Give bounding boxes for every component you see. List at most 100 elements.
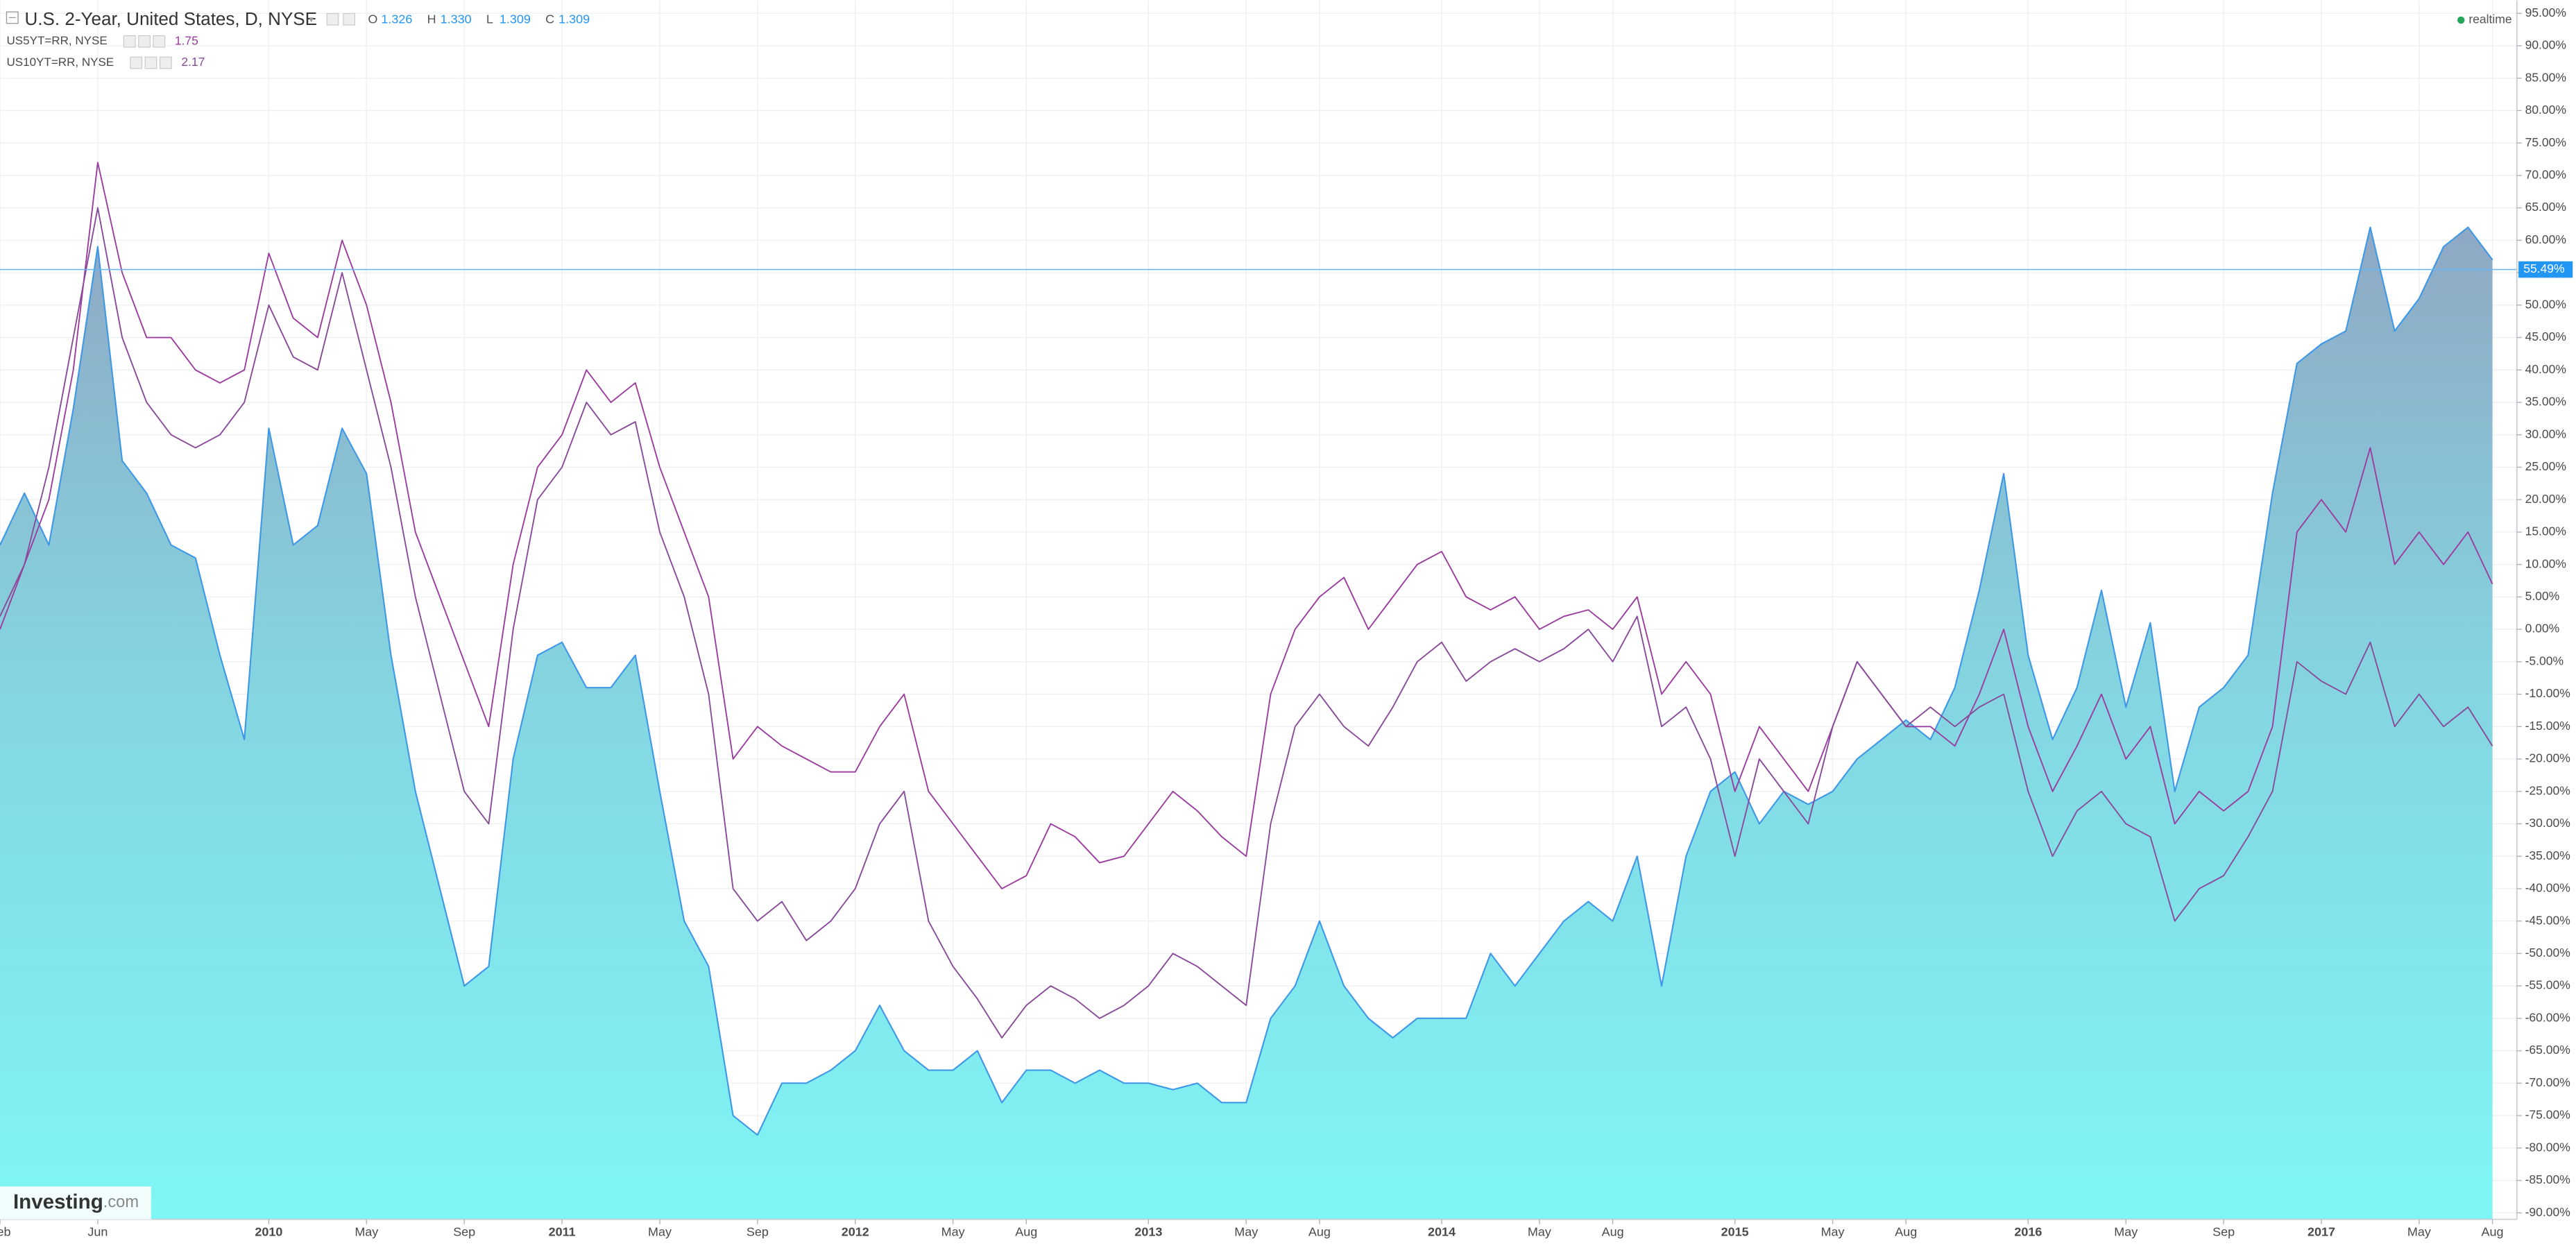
- watermark: Investing.com: [13, 1190, 139, 1213]
- legend-name: US5YT=RR, NYSE: [6, 34, 107, 47]
- y-tick-label: 20.00%: [2525, 492, 2566, 506]
- series-line: [0, 207, 2493, 1039]
- y-tick-label: 70.00%: [2525, 168, 2566, 182]
- y-tick-label: -50.00%: [2525, 946, 2570, 959]
- x-tick-label: 2010: [255, 1224, 282, 1238]
- x-tick-label: Feb: [0, 1224, 10, 1238]
- x-tick-label: May: [941, 1224, 965, 1238]
- x-tick-label: Sep: [453, 1224, 475, 1238]
- x-tick-label: 2016: [2014, 1224, 2042, 1238]
- icon-button: [138, 35, 151, 48]
- x-tick-label: 2012: [842, 1224, 869, 1238]
- y-tick-label: -55.00%: [2525, 978, 2570, 992]
- x-tick-label: May: [2407, 1224, 2431, 1238]
- x-tick-label: 2014: [1428, 1224, 1456, 1238]
- x-tick-label: May: [1234, 1224, 1258, 1238]
- compare-legend: US5YT=RR, NYSE 1.75 US10YT=RR, NYSE 2.17: [6, 33, 205, 69]
- x-tick-label: May: [648, 1224, 672, 1238]
- x-tick-label: Aug: [1015, 1224, 1037, 1238]
- icon-button[interactable]: [326, 12, 339, 26]
- legend-last: 2.17: [181, 55, 205, 69]
- x-tick-label: Aug: [1602, 1224, 1624, 1238]
- status-dot: [2457, 16, 2465, 24]
- y-tick-label: -10.00%: [2525, 686, 2570, 700]
- y-tick-label: -80.00%: [2525, 1140, 2570, 1154]
- y-tick-label: -20.00%: [2525, 751, 2570, 765]
- watermark-brand: Investing: [13, 1190, 103, 1213]
- y-tick-label: -15.00%: [2525, 719, 2570, 733]
- icon-button: [130, 56, 143, 69]
- y-tick-label: -30.00%: [2525, 816, 2570, 830]
- y-tick-label: 95.00%: [2525, 6, 2566, 19]
- x-tick-label: May: [355, 1224, 378, 1238]
- ohlc-value: 1.309: [558, 12, 590, 26]
- y-tick-label: -25.00%: [2525, 783, 2570, 797]
- y-tick-label: 40.00%: [2525, 362, 2566, 376]
- dropdown-caret[interactable]: ▾: [309, 15, 314, 26]
- status: realtime: [2468, 12, 2511, 26]
- ohlc-value: 1.330: [441, 12, 472, 26]
- y-tick-label: 30.00%: [2525, 427, 2566, 441]
- y-tick-label: -85.00%: [2525, 1172, 2570, 1186]
- y-tick-label: -35.00%: [2525, 848, 2570, 862]
- legend-last: 1.75: [175, 33, 198, 47]
- icon-button[interactable]: [343, 12, 356, 26]
- icon-button: [144, 56, 157, 69]
- y-tick-label: 65.00%: [2525, 200, 2566, 214]
- legend-name: US10YT=RR, NYSE: [6, 56, 114, 69]
- y-tick-label: 10.00%: [2525, 556, 2566, 570]
- x-tick-label: 2011: [549, 1224, 576, 1238]
- y-tick-label: -5.00%: [2525, 654, 2564, 667]
- x-tick-label: Aug: [1308, 1224, 1331, 1238]
- icon-button: [153, 35, 166, 48]
- x-tick-label: 2015: [1721, 1224, 1749, 1238]
- x-tick-label: May: [1821, 1224, 1845, 1238]
- ohlc-value: 1.326: [381, 12, 412, 26]
- y-tick-label: 60.00%: [2525, 232, 2566, 246]
- y-tick-label: -90.00%: [2525, 1205, 2570, 1219]
- plot: [0, 162, 2517, 1220]
- y-tick-label: 50.00%: [2525, 297, 2566, 311]
- x-tick-label: May: [1528, 1224, 1551, 1238]
- y-tick-label: 45.00%: [2525, 330, 2566, 343]
- x-tick-label: 2013: [1134, 1224, 1162, 1238]
- y-tick-label: 25.00%: [2525, 459, 2566, 473]
- y-tick-label: -75.00%: [2525, 1108, 2570, 1122]
- y-tick-label: 15.00%: [2525, 524, 2566, 538]
- y-tick-label: -45.00%: [2525, 913, 2570, 927]
- y-tick-label: 5.00%: [2525, 589, 2560, 603]
- x-tick-label: Aug: [2482, 1224, 2504, 1238]
- watermark-bg: [0, 1186, 151, 1220]
- last-value-badge: [2518, 261, 2573, 278]
- y-tick-label: 85.00%: [2525, 70, 2566, 84]
- y-tick-label: -60.00%: [2525, 1010, 2570, 1024]
- y-tick-label: 80.00%: [2525, 103, 2566, 117]
- y-tick-label: -70.00%: [2525, 1075, 2570, 1089]
- axes: 95.00% 90.00% 85.00% 80.00% 75.00% 70.00% 65.0…: [0, 6, 2573, 1238]
- y-tick-label: 90.00%: [2525, 38, 2566, 52]
- y-tick-label: -40.00%: [2525, 881, 2570, 895]
- watermark-suffix: .com: [103, 1193, 139, 1211]
- ohlc-key: C: [545, 12, 554, 26]
- x-tick-label: 2017: [2308, 1224, 2335, 1238]
- icon-button: [123, 35, 136, 48]
- y-tick-label: -65.00%: [2525, 1043, 2570, 1057]
- chart-title: U.S. 2-Year, United States, D, NYSE: [25, 8, 318, 29]
- last-value-label: 55.49%: [2523, 262, 2564, 275]
- ohlc: O 1.326 H 1.330 L 1.309 C 1.309: [368, 12, 590, 26]
- ohlc-key: O: [368, 12, 377, 26]
- ohlc-key: L: [486, 12, 493, 26]
- icon-button: [159, 56, 172, 69]
- collapse-icon[interactable]: [6, 11, 19, 24]
- ohlc-value: 1.309: [500, 12, 531, 26]
- y-tick-label: 75.00%: [2525, 135, 2566, 149]
- x-tick-label: May: [2114, 1224, 2138, 1238]
- y-tick-label: 35.00%: [2525, 395, 2566, 409]
- series-line: [0, 162, 2493, 889]
- ohlc-key: H: [427, 12, 436, 26]
- y-tick-label: 0.00%: [2525, 622, 2560, 635]
- x-tick-label: Jun: [87, 1224, 108, 1238]
- x-tick-label: Aug: [1895, 1224, 1917, 1238]
